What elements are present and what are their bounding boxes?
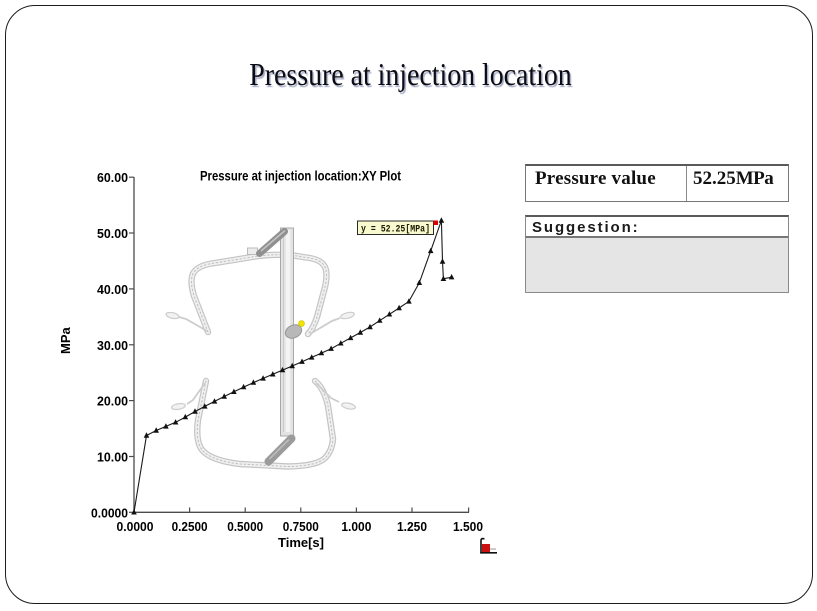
svg-text:1.000: 1.000 (341, 519, 371, 534)
svg-text:1.250: 1.250 (397, 519, 427, 534)
svg-text:60.00: 60.00 (97, 170, 128, 185)
svg-text:0.0000: 0.0000 (91, 505, 128, 520)
svg-text:Time[s]: Time[s] (278, 535, 324, 550)
svg-text:50.00: 50.00 (97, 226, 128, 241)
svg-text:0.7500: 0.7500 (283, 519, 319, 534)
svg-text:0.0000: 0.0000 (117, 519, 154, 534)
svg-text:40.00: 40.00 (97, 282, 128, 297)
svg-text:Pressure at injection location: Pressure at injection location:XY Plot (200, 169, 401, 184)
svg-text:10.00: 10.00 (97, 450, 128, 465)
svg-text:0.5000: 0.5000 (227, 519, 263, 534)
svg-text:30.00: 30.00 (97, 338, 128, 353)
svg-text:20.00: 20.00 (97, 394, 128, 409)
svg-text:0.2500: 0.2500 (172, 519, 208, 534)
svg-text:MPa: MPa (58, 326, 73, 354)
svg-text:1.500: 1.500 (453, 519, 483, 534)
svg-text:y = 52.25[MPa]: y = 52.25[MPa] (361, 224, 430, 236)
